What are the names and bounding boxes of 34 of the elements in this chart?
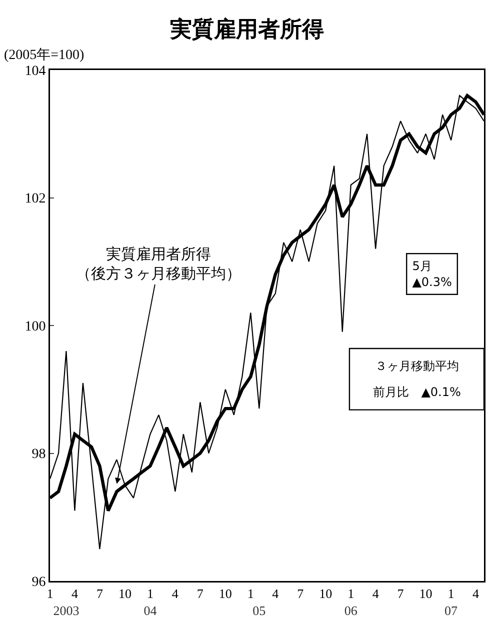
x-tick-label: 4 [172,586,179,602]
x-tick-label: 7 [196,586,204,602]
x2-tick-label: 04 [144,603,158,618]
x-tick-label: 10 [419,586,432,602]
x-tick-label: 4 [71,586,78,602]
x-tick-label: 10 [218,586,232,602]
x-tick-label: 7 [297,586,304,602]
chart-title: 実質雇用者所得 [169,16,324,43]
x-tick-label: 1 [46,586,54,602]
y-tick-label: 100 [24,319,46,334]
x-tick-label: 7 [96,586,104,602]
x-tick-label: 1 [146,586,154,602]
x-tick-label: 1 [448,586,454,602]
x-tick-label: 10 [319,586,332,602]
x2-tick-label: 07 [444,603,458,618]
annotation: 5月 ▲0.3% [412,259,452,289]
annotation: 実質雇用者所得（後方３ヶ月移動平均） [76,245,241,282]
x-tick-label: 10 [118,586,132,602]
x2-tick-label: 05 [252,603,266,618]
x-tick-label: 1 [348,586,354,602]
x2-tick-label: 06 [344,603,358,618]
y-tick-label: 104 [24,64,46,79]
x-tick-label: 4 [372,586,380,602]
y-tick-label: 98 [32,447,46,462]
x-tick-label: 7 [397,586,404,602]
x-tick-label: 1 [247,586,254,602]
annotation: ３ヶ月移動平均 [375,359,460,374]
x-tick-label: 4 [472,586,480,602]
x2-tick-label: 2003 [53,603,80,618]
y-tick-label: 102 [24,192,46,207]
y-axis-title: (2005年=100) [4,47,85,63]
y-tick-label: 96 [32,574,46,590]
annotation: 前月比 ▲0.1% [373,385,461,400]
x-tick-label: 4 [272,586,280,602]
